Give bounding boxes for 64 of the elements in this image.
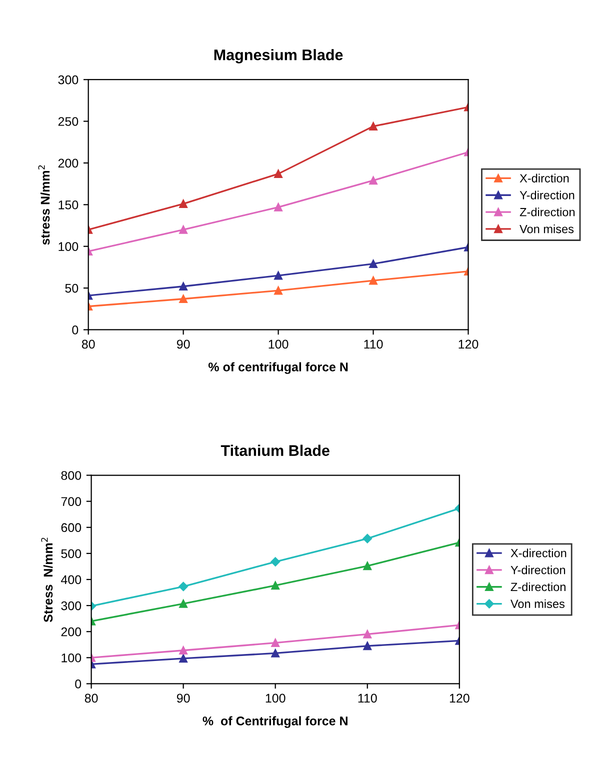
point: [179, 294, 188, 304]
point: [274, 202, 282, 212]
x-tick-label: 100: [268, 340, 288, 349]
legend-label: Z-direction: [510, 582, 566, 592]
y-tick-label: 500: [61, 549, 82, 558]
x-tick-label: 90: [176, 340, 190, 349]
legend-label: Y-direction: [510, 566, 566, 574]
y-tick-label: 250: [58, 117, 78, 126]
legend-label: X-dirction: [520, 174, 569, 182]
point: [271, 638, 280, 647]
point: [363, 642, 372, 650]
x-axis-title: % of Centrifugal force N: [202, 716, 348, 728]
y-tick-label: 600: [61, 523, 82, 532]
x-axis-title: % of centrifugal force N: [208, 362, 348, 374]
point: [179, 282, 188, 291]
legend-label: X-direction: [510, 548, 566, 558]
y-tick-label: 800: [61, 471, 82, 480]
x-tick-label: 110: [358, 694, 377, 703]
y-tick-label: 200: [61, 627, 82, 636]
point: [369, 122, 378, 130]
y-tick-label: 300: [58, 75, 78, 84]
point: [271, 649, 280, 658]
y-tick-label: 200: [58, 158, 78, 168]
point: [270, 557, 280, 566]
x-tick-label: 80: [82, 340, 95, 349]
legend-label: Von mises: [510, 599, 564, 608]
y-tick-label: 400: [61, 575, 82, 584]
point: [369, 276, 378, 285]
point: [179, 646, 188, 655]
x-tick-label: 80: [84, 694, 98, 703]
y-tick-label: 700: [61, 497, 82, 506]
point: [179, 654, 188, 663]
y-axis-title: Stress N/mm$^{2}$: [41, 538, 53, 622]
point: [362, 534, 372, 544]
y-tick-label: 50: [65, 284, 78, 293]
legend-label: Y-direction: [520, 190, 574, 200]
point: [274, 170, 282, 178]
legend-label: Von mises: [520, 224, 574, 234]
point: [363, 562, 372, 570]
point: [363, 630, 372, 638]
point: [274, 286, 282, 295]
y-tick-label: 0: [75, 680, 82, 688]
point: [274, 271, 282, 280]
y-tick-label: 100: [58, 242, 78, 251]
x-tick-label: 110: [364, 340, 383, 349]
point: [179, 600, 188, 608]
y-axis-title: stress N/mm$^{2}$: [38, 165, 50, 245]
point: [179, 226, 188, 234]
legend-label: Z-direction: [520, 208, 575, 216]
chart-title: Magnesium Blade: [214, 49, 343, 64]
y-tick-label: 0: [72, 326, 78, 334]
point: [369, 176, 378, 185]
point: [178, 582, 188, 592]
y-tick-label: 150: [58, 200, 78, 210]
chart-title: Titanium Blade: [220, 444, 330, 456]
point: [271, 581, 280, 590]
x-tick-label: 120: [458, 340, 478, 349]
x-tick-label: 100: [266, 694, 286, 703]
y-tick-label: 300: [61, 601, 82, 610]
y-tick-label: 100: [62, 653, 82, 662]
point: [369, 260, 378, 268]
x-tick-label: 120: [450, 694, 470, 703]
point: [179, 200, 188, 208]
x-tick-label: 90: [176, 694, 190, 703]
